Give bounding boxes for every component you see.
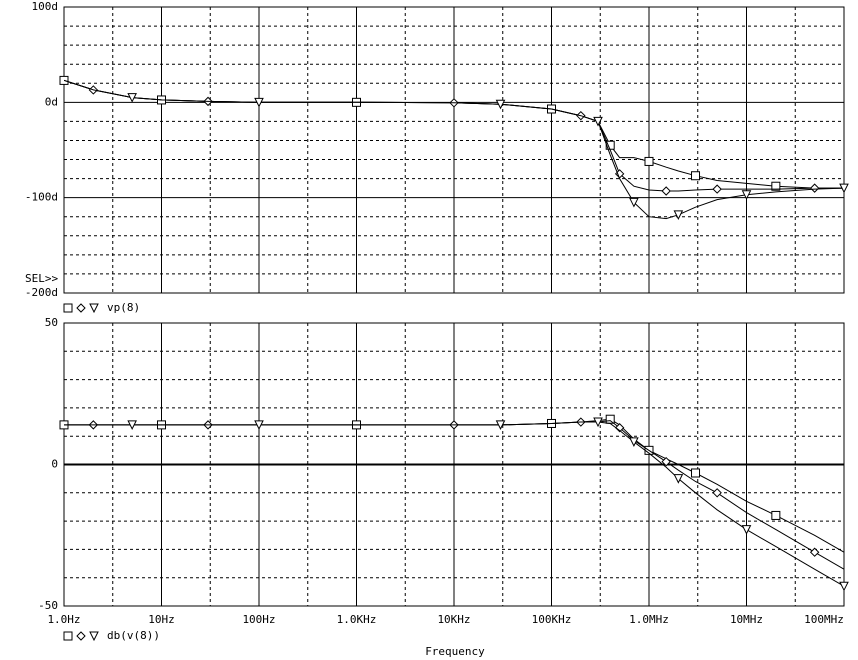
x-tick-label: 100Hz	[242, 613, 275, 626]
marker	[63, 303, 73, 313]
y-tick-label: 0d	[45, 95, 58, 108]
marker	[127, 420, 137, 430]
x-axis-label: Frequency	[425, 645, 485, 658]
x-tick-label: 10MHz	[730, 613, 763, 626]
marker	[76, 631, 86, 641]
marker	[691, 171, 701, 181]
x-tick-label: 100KHz	[532, 613, 572, 626]
marker	[89, 303, 99, 314]
x-tick-label: 1.0KHz	[337, 613, 377, 626]
marker	[809, 547, 820, 557]
y-tick-label: -200d	[25, 286, 58, 299]
y-tick-label: -50	[38, 599, 58, 612]
x-tick-label: 1.0MHz	[629, 613, 669, 626]
legend-label: vp(8)	[107, 301, 140, 314]
marker	[593, 116, 603, 127]
marker	[712, 488, 722, 498]
marker	[771, 181, 781, 191]
marker	[661, 456, 671, 467]
marker	[712, 184, 722, 194]
x-tick-label: 10KHz	[437, 613, 470, 626]
marker	[629, 437, 639, 447]
marker	[614, 423, 625, 433]
x-tick-label: 1.0Hz	[47, 613, 80, 626]
y-tick-label: 100d	[32, 0, 59, 13]
marker	[644, 156, 654, 166]
marker	[89, 631, 99, 642]
marker	[254, 97, 264, 108]
marker	[495, 420, 506, 430]
marker	[76, 303, 86, 313]
marker	[771, 510, 781, 520]
marker	[63, 631, 73, 641]
marker	[593, 417, 603, 428]
marker	[127, 93, 137, 103]
trace-line	[64, 421, 844, 587]
marker	[254, 420, 264, 430]
marker	[741, 190, 752, 200]
annotation: SEL>>	[25, 272, 58, 285]
trace-line	[64, 79, 844, 220]
plot-border	[63, 6, 845, 294]
marker	[661, 186, 671, 196]
y-tick-label: 0	[51, 458, 58, 471]
y-tick-label: -100d	[25, 191, 58, 204]
marker	[605, 414, 615, 424]
marker	[691, 468, 701, 478]
y-tick-label: 50	[45, 316, 58, 329]
marker	[673, 210, 684, 220]
marker	[741, 525, 752, 535]
plot-border	[63, 322, 845, 607]
x-tick-label: 100MHz	[804, 613, 844, 626]
marker	[673, 474, 684, 484]
marker	[839, 183, 849, 194]
legend-label: db(v(8))	[107, 629, 160, 642]
marker	[809, 183, 820, 193]
marker	[839, 581, 849, 592]
marker	[629, 197, 639, 208]
marker	[495, 99, 506, 110]
x-tick-label: 10Hz	[148, 613, 175, 626]
